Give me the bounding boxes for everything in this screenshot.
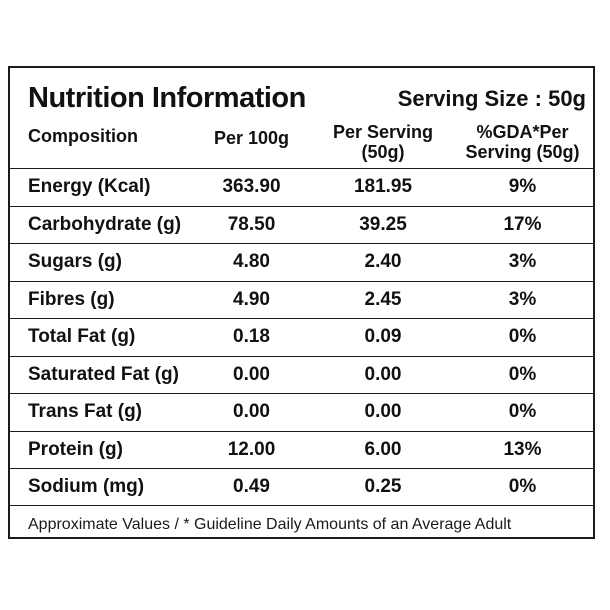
gda-value: 9% [508, 176, 537, 197]
nutrient-name: Fibres (g) [28, 288, 115, 310]
per-serving-value: 2.40 [364, 251, 402, 272]
gda-value: 0% [508, 363, 537, 385]
footer-divider [10, 505, 593, 506]
per-100g-value: 12.00 [227, 438, 276, 460]
per-serving-value: 6.00 [364, 438, 402, 460]
gda-value: 17% [503, 213, 542, 235]
gda-value: 13% [503, 438, 542, 460]
panel-title: Nutrition Information [28, 82, 306, 114]
per-serving-value: 2.45 [364, 288, 402, 310]
serving-size: Serving Size : 50g [397, 86, 586, 111]
per-100g-value: 4.90 [233, 288, 270, 310]
nutrient-name: Sodium (mg) [28, 476, 145, 497]
header-gda: %GDA*Per Serving (50g) [460, 122, 585, 162]
per-serving-value: 0.09 [364, 326, 402, 347]
table-row: Protein (g) 12.00 6.00 13% [10, 431, 593, 468]
gda-value: 0% [508, 401, 537, 422]
table-row: Sodium (mg) 0.49 0.25 0% [10, 468, 593, 505]
table-row: Trans Fat (g) 0.00 0.00 0% [10, 393, 593, 430]
table-row: Energy (Kcal) 363.90 181.95 9% [10, 168, 593, 205]
row-divider [10, 243, 593, 244]
nutrient-name: Energy (Kcal) [28, 176, 151, 197]
per-serving-value: 0.00 [364, 363, 402, 385]
row-divider [10, 430, 593, 432]
header-per-100g: Per 100g [213, 128, 290, 148]
footer-note: Approximate Values / * Guideline Daily A… [28, 516, 512, 533]
table-row: Carbohydrate (g) 78.50 39.25 17% [10, 206, 593, 243]
nutrient-name: Carbohydrate (g) [28, 213, 182, 235]
header-per-serving: Per Serving (50g) [328, 122, 438, 162]
row-divider [10, 468, 593, 469]
per-100g-value: 0.00 [233, 363, 270, 385]
per-serving-value: 0.00 [364, 401, 402, 422]
table-row: Fibres (g) 4.90 2.45 3% [10, 281, 593, 318]
per-100g-value: 0.18 [233, 326, 270, 347]
nutrient-name: Protein (g) [28, 438, 123, 460]
per-100g-value: 363.90 [222, 176, 281, 197]
nutrition-panel: Nutrition Information Serving Size : 50g… [8, 66, 595, 539]
row-divider [10, 168, 593, 169]
row-divider [10, 318, 593, 319]
table-row: Sugars (g) 4.80 2.40 3% [10, 243, 593, 280]
nutrient-name: Trans Fat (g) [28, 401, 143, 422]
per-serving-value: 181.95 [353, 176, 413, 197]
header-gda-line1: %GDA*Per [476, 122, 569, 142]
per-100g-value: 0.00 [233, 401, 270, 422]
header-per-serving-line1: Per Serving [332, 122, 434, 142]
gda-value: 0% [508, 326, 537, 347]
header-per-serving-line2: (50g) [361, 142, 405, 162]
nutrient-name: Total Fat (g) [28, 326, 136, 347]
per-100g-value: 4.80 [233, 251, 270, 272]
per-serving-value: 0.25 [364, 476, 402, 497]
nutrient-name: Sugars (g) [28, 251, 122, 272]
row-divider [10, 205, 593, 207]
per-100g-value: 78.50 [227, 213, 276, 235]
table-row: Saturated Fat (g) 0.00 0.00 0% [10, 356, 593, 393]
header-composition: Composition [28, 126, 138, 146]
per-100g-value: 0.49 [233, 476, 270, 497]
table-row: Total Fat (g) 0.18 0.09 0% [10, 318, 593, 355]
row-divider [10, 393, 593, 394]
gda-value: 0% [508, 476, 537, 497]
row-divider [10, 355, 593, 357]
nutrient-name: Saturated Fat (g) [28, 363, 179, 385]
per-serving-value: 39.25 [359, 213, 407, 235]
row-divider [10, 280, 593, 282]
gda-value: 3% [508, 288, 537, 310]
gda-value: 3% [508, 251, 537, 272]
header-gda-line2: Serving (50g) [465, 142, 580, 162]
